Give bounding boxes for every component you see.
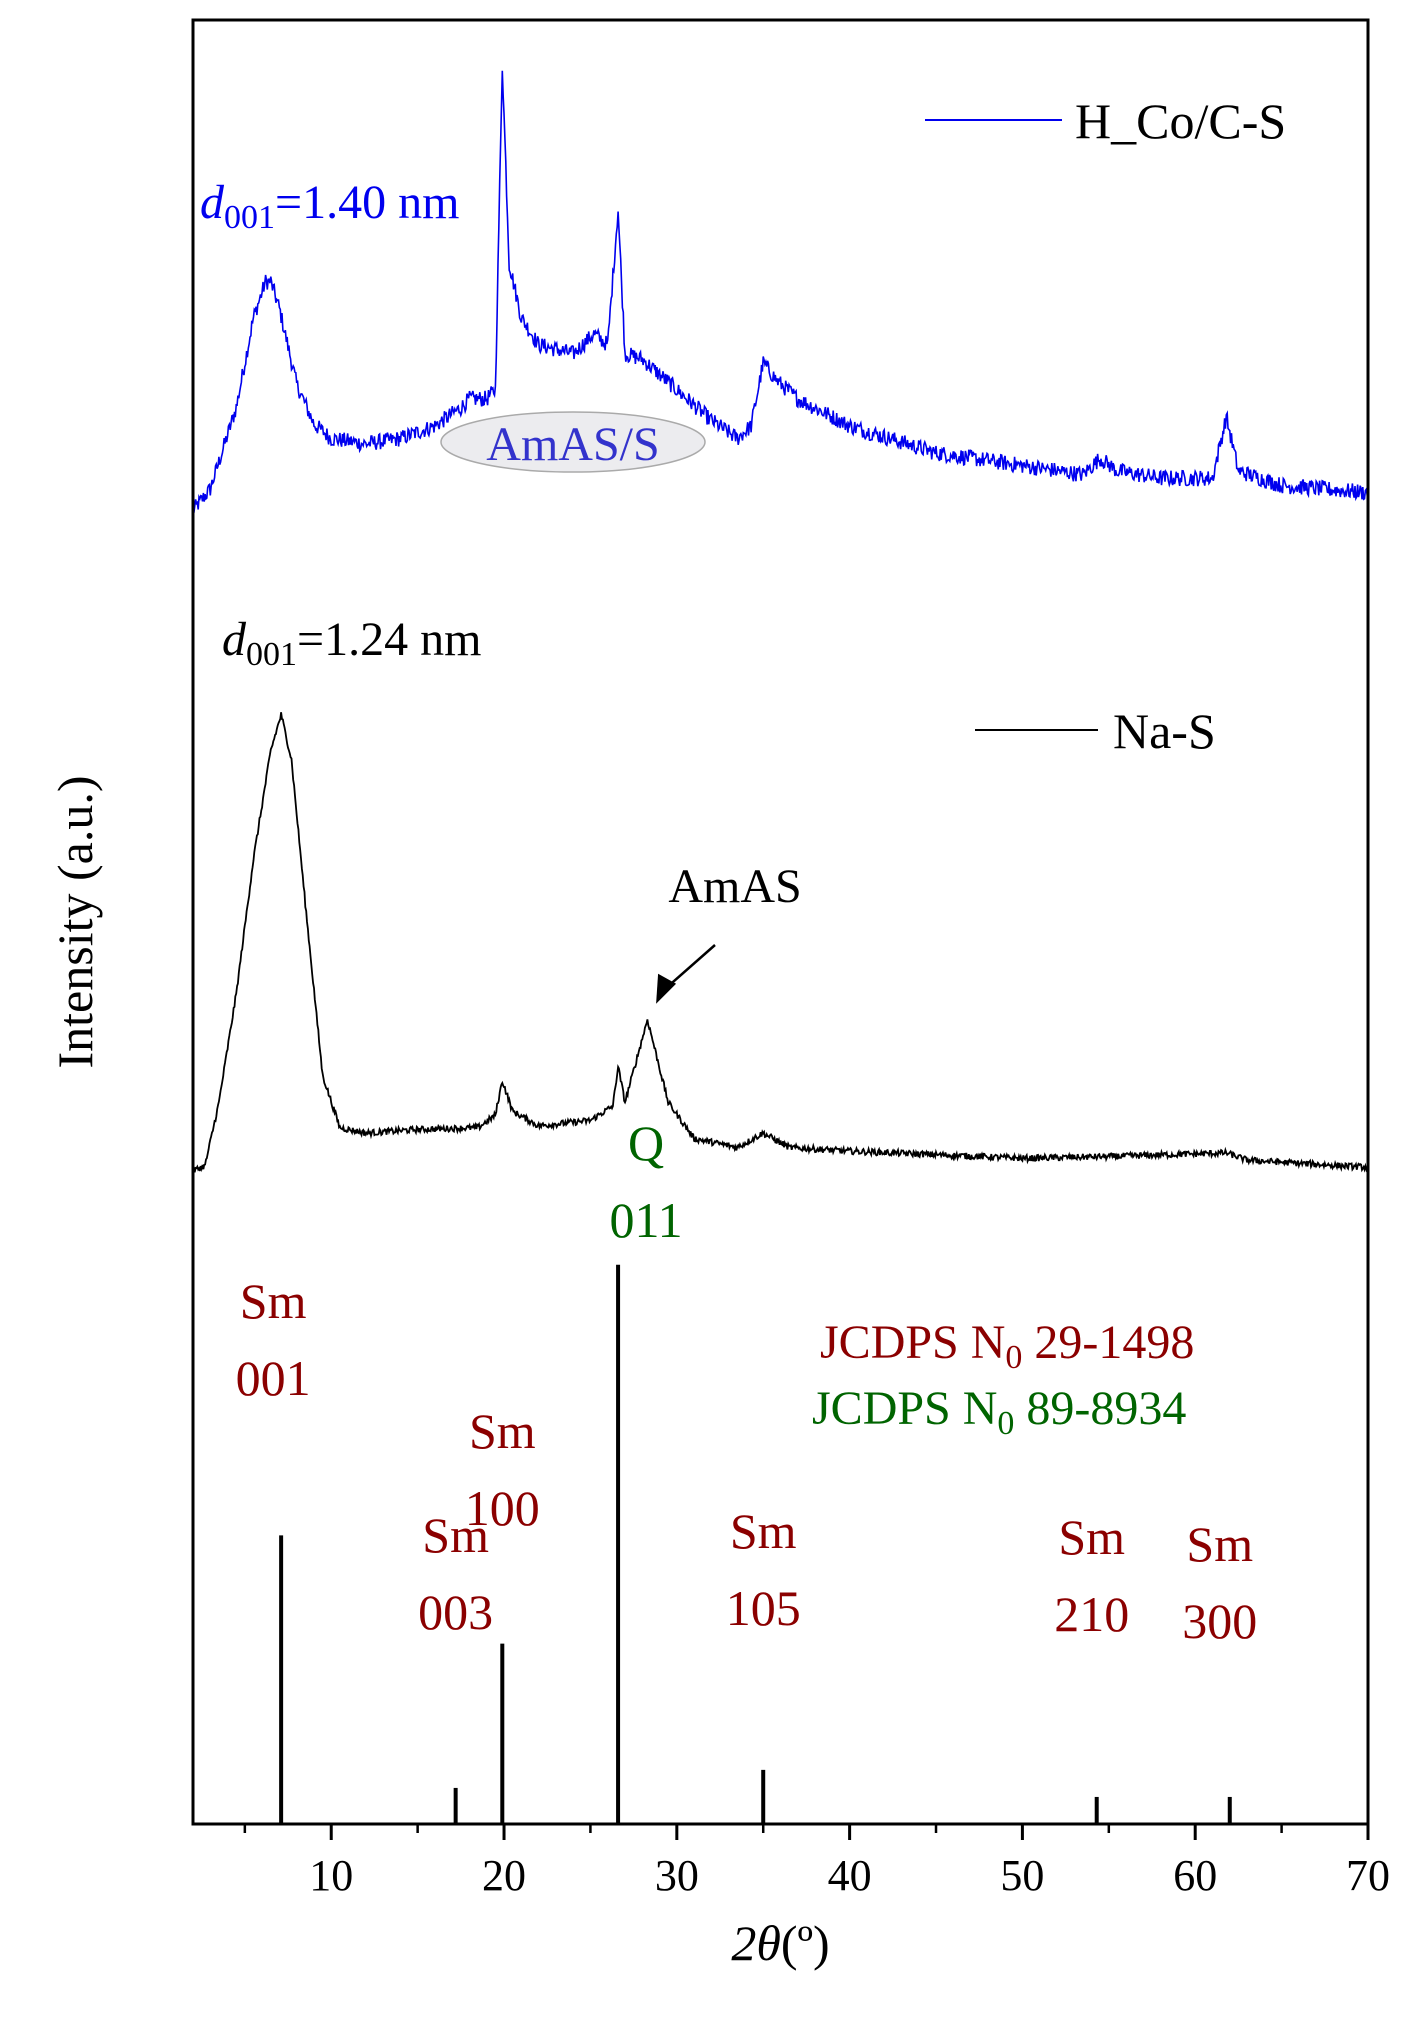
legend-label-nas: Na-S [1113, 703, 1216, 759]
reference-phase-label: Sm [730, 1503, 797, 1559]
x-axis-title: 2θ(º) [731, 1915, 829, 1971]
x-tick-label: 40 [828, 1851, 872, 1900]
d-subscript: 001 [224, 199, 275, 236]
d001-annotation-hco: d001=1.40 nm [200, 176, 459, 236]
reference-phase-label: Sm [240, 1273, 307, 1329]
reference-hkl-label: 003 [418, 1584, 493, 1640]
jcpds-q-label: JCDPS N0 89-8934 [812, 1382, 1186, 1442]
d-value: =1.24 nm [297, 613, 481, 666]
d-subscript: 001 [246, 636, 297, 673]
x-axis-unit: (º) [781, 1915, 830, 1971]
y-axis-title: Intensity (a.u.) [47, 776, 103, 1069]
jcpds-q-subscript: 0 [997, 1405, 1014, 1442]
x-tick-label: 30 [655, 1851, 699, 1900]
reference-phase-label: Sm [1186, 1516, 1253, 1572]
reference-phase-label: Q [628, 1115, 664, 1171]
x-tick-label: 50 [1000, 1851, 1044, 1900]
x-axis-symbol: 2θ [731, 1915, 781, 1971]
amas-label: AmAS [668, 860, 801, 913]
d001-annotation-nas: d001=1.24 nm [222, 613, 481, 673]
jcpds-sm-prefix: JCDPS N [820, 1316, 1005, 1369]
amas-s-label: AmAS/S [486, 418, 659, 471]
d-value: =1.40 nm [275, 176, 459, 229]
series-layer [192, 70, 1369, 1174]
x-tick-label: 70 [1346, 1851, 1390, 1900]
x-tick-label: 60 [1173, 1851, 1217, 1900]
reference-phase-label: Sm [1058, 1509, 1125, 1565]
legend-label-hco: H_Co/C-S [1075, 93, 1286, 149]
jcpds-sm-number: 29-1498 [1022, 1316, 1194, 1369]
reference-hkl-label: 210 [1054, 1586, 1129, 1642]
jcpds-sm-subscript: 0 [1005, 1339, 1022, 1376]
reference-phase-label: Sm [422, 1507, 489, 1563]
jcpds-sm-label: JCDPS N0 29-1498 [820, 1316, 1194, 1376]
plot-frame [191, 18, 1370, 1826]
reference-hkl-label: 001 [236, 1350, 311, 1406]
x-tick-label: 20 [482, 1851, 526, 1900]
jcpds-q-prefix: JCDPS N [812, 1382, 997, 1435]
amas-arrowhead [656, 973, 677, 1004]
series-line-hco [192, 70, 1369, 513]
jcpds-q-number: 89-8934 [1014, 1382, 1186, 1435]
reference-hkl-label: 300 [1182, 1593, 1257, 1649]
reference-hkl-label: 105 [726, 1580, 801, 1636]
d-symbol: d [222, 613, 247, 666]
d-symbol: d [200, 176, 225, 229]
amas-s-ellipse [440, 411, 706, 473]
x-tick-label: 10 [309, 1851, 353, 1900]
reference-hkl-label: 011 [609, 1192, 682, 1248]
x-ticks: 10 20 30 40 50 60 70 [243, 1824, 1390, 1900]
reference-hkl-label: 100 [465, 1480, 540, 1536]
series-line-nas [192, 712, 1369, 1174]
reference-phase-label: Sm [469, 1403, 536, 1459]
